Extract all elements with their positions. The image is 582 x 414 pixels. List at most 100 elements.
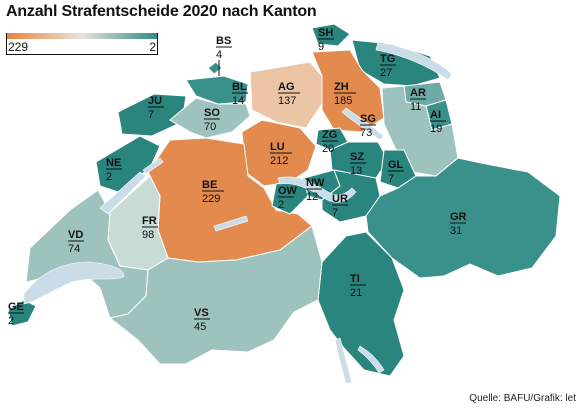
legend-tick-right bbox=[157, 33, 158, 55]
canton-label-so: SO 70 bbox=[204, 107, 220, 133]
lake-maggiore bbox=[334, 337, 353, 385]
legend-min-label: 2 bbox=[149, 40, 156, 54]
canton-label-ow: OW 2 bbox=[278, 185, 298, 211]
canton-code-ur: UR bbox=[332, 193, 348, 205]
canton-so bbox=[169, 97, 251, 139]
canton-value-ai: 19 bbox=[430, 123, 442, 135]
canton-code-vd: VD bbox=[68, 229, 83, 241]
canton-value-sg: 73 bbox=[360, 127, 372, 139]
canton-code-ai: AI bbox=[430, 109, 441, 121]
canton-value-so: 70 bbox=[204, 121, 216, 133]
canton-label-gl: GL 7 bbox=[388, 159, 404, 185]
canton-code-be: BE bbox=[202, 179, 217, 191]
canton-code-vs: VS bbox=[194, 307, 209, 319]
canton-label-fr: FR 98 bbox=[142, 215, 158, 241]
canton-code-nw: NW bbox=[306, 177, 325, 189]
canton-label-be: BE 229 bbox=[202, 179, 224, 205]
canton-code-zh: ZH bbox=[334, 81, 349, 93]
canton-value-zh: 185 bbox=[334, 95, 352, 107]
canton-sh bbox=[311, 23, 351, 47]
canton-value-ge: 2 bbox=[8, 315, 14, 327]
source-note: Quelle: BAFU/Grafik: let bbox=[469, 393, 576, 404]
canton-value-lu: 212 bbox=[270, 155, 288, 167]
canton-code-ju: JU bbox=[148, 95, 162, 107]
canton-label-ti: TI 21 bbox=[350, 273, 366, 299]
canton-value-gr: 31 bbox=[450, 225, 462, 237]
canton-label-bs: BS 4 bbox=[216, 35, 232, 76]
canton-code-sg: SG bbox=[360, 113, 376, 125]
canton-value-vs: 45 bbox=[194, 321, 206, 333]
lakes bbox=[23, 41, 453, 385]
canton-code-ow: OW bbox=[278, 185, 298, 197]
canton-value-ti: 21 bbox=[350, 287, 362, 299]
lake-neuchatel bbox=[99, 171, 147, 215]
canton-value-ag: 137 bbox=[278, 95, 296, 107]
canton-bs bbox=[207, 61, 223, 75]
canton-code-sh: SH bbox=[318, 27, 333, 39]
canton-label-bl: BL 14 bbox=[232, 81, 248, 107]
canton-bl bbox=[185, 75, 249, 105]
canton-value-ne: 2 bbox=[106, 171, 112, 183]
canton-label-nw: NW 12 bbox=[306, 177, 325, 203]
canton-value-ar: 11 bbox=[410, 101, 421, 113]
legend-tick-left bbox=[6, 33, 7, 55]
canton-label-tg: TG 27 bbox=[380, 53, 396, 79]
canton-label-ag: AG 137 bbox=[278, 81, 300, 107]
canton-code-ge: GE bbox=[8, 301, 24, 313]
canton-code-fr: FR bbox=[142, 215, 157, 227]
canton-value-tg: 27 bbox=[380, 67, 392, 79]
canton-code-gl: GL bbox=[388, 159, 404, 171]
canton-value-nw: 12 bbox=[306, 191, 318, 203]
canton-label-ju: JU 7 bbox=[148, 95, 164, 121]
canton-label-ge: GE 2 bbox=[8, 301, 24, 327]
canton-code-lu: LU bbox=[270, 141, 285, 153]
canton-code-gr: GR bbox=[450, 211, 467, 223]
canton-label-sg: SG 73 bbox=[360, 113, 376, 139]
canton-label-ar: AR 11 bbox=[410, 87, 426, 113]
canton-value-zg: 20 bbox=[322, 143, 334, 155]
lake-thun bbox=[213, 215, 249, 232]
legend-gradient-bar bbox=[6, 33, 158, 39]
canton-code-ar: AR bbox=[410, 87, 426, 99]
legend-baseline bbox=[6, 54, 158, 55]
canton-code-sz: SZ bbox=[350, 151, 364, 163]
canton-regions bbox=[7, 23, 561, 377]
canton-label-ne: NE 2 bbox=[106, 157, 122, 183]
color-legend: 229 2 bbox=[6, 33, 158, 57]
canton-label-sh: SH 9 bbox=[318, 27, 334, 53]
canton-ag bbox=[249, 61, 323, 129]
canton-value-ju: 7 bbox=[148, 109, 154, 121]
canton-code-ag: AG bbox=[278, 81, 295, 93]
canton-value-sh: 9 bbox=[318, 41, 324, 53]
canton-code-bl: BL bbox=[232, 81, 247, 93]
canton-code-bs: BS bbox=[216, 35, 231, 47]
canton-label-ai: AI 19 bbox=[430, 109, 446, 135]
canton-code-ne: NE bbox=[106, 157, 121, 169]
canton-value-bl: 14 bbox=[232, 95, 244, 107]
canton-code-zg: ZG bbox=[322, 129, 337, 141]
canton-value-ow: 2 bbox=[278, 199, 284, 211]
canton-code-so: SO bbox=[204, 107, 220, 119]
canton-value-gl: 7 bbox=[388, 173, 394, 185]
lake-biel bbox=[142, 157, 164, 175]
lake-lugano bbox=[357, 345, 385, 374]
canton-label-zh: ZH 185 bbox=[334, 81, 356, 107]
canton-value-bs: 4 bbox=[216, 49, 222, 61]
canton-label-gr: GR 31 bbox=[450, 211, 467, 237]
legend-max-label: 229 bbox=[8, 40, 29, 54]
canton-label-sz: SZ 13 bbox=[350, 151, 366, 177]
canton-value-sz: 13 bbox=[350, 165, 362, 177]
canton-value-be: 229 bbox=[202, 193, 220, 205]
canton-code-ti: TI bbox=[350, 273, 360, 285]
map-title: Anzahl Strafentscheide 2020 nach Kanton bbox=[6, 3, 317, 20]
canton-vs bbox=[108, 225, 323, 365]
canton-label-ur: UR 7 bbox=[332, 193, 348, 219]
lake-zurich bbox=[341, 107, 385, 141]
lake-geneva bbox=[23, 261, 125, 305]
canton-value-ur: 7 bbox=[332, 207, 338, 219]
canton-label-zg: ZG 20 bbox=[322, 129, 338, 155]
canton-label-lu: LU 212 bbox=[270, 141, 292, 167]
canton-label-vs: VS 45 bbox=[194, 307, 210, 333]
